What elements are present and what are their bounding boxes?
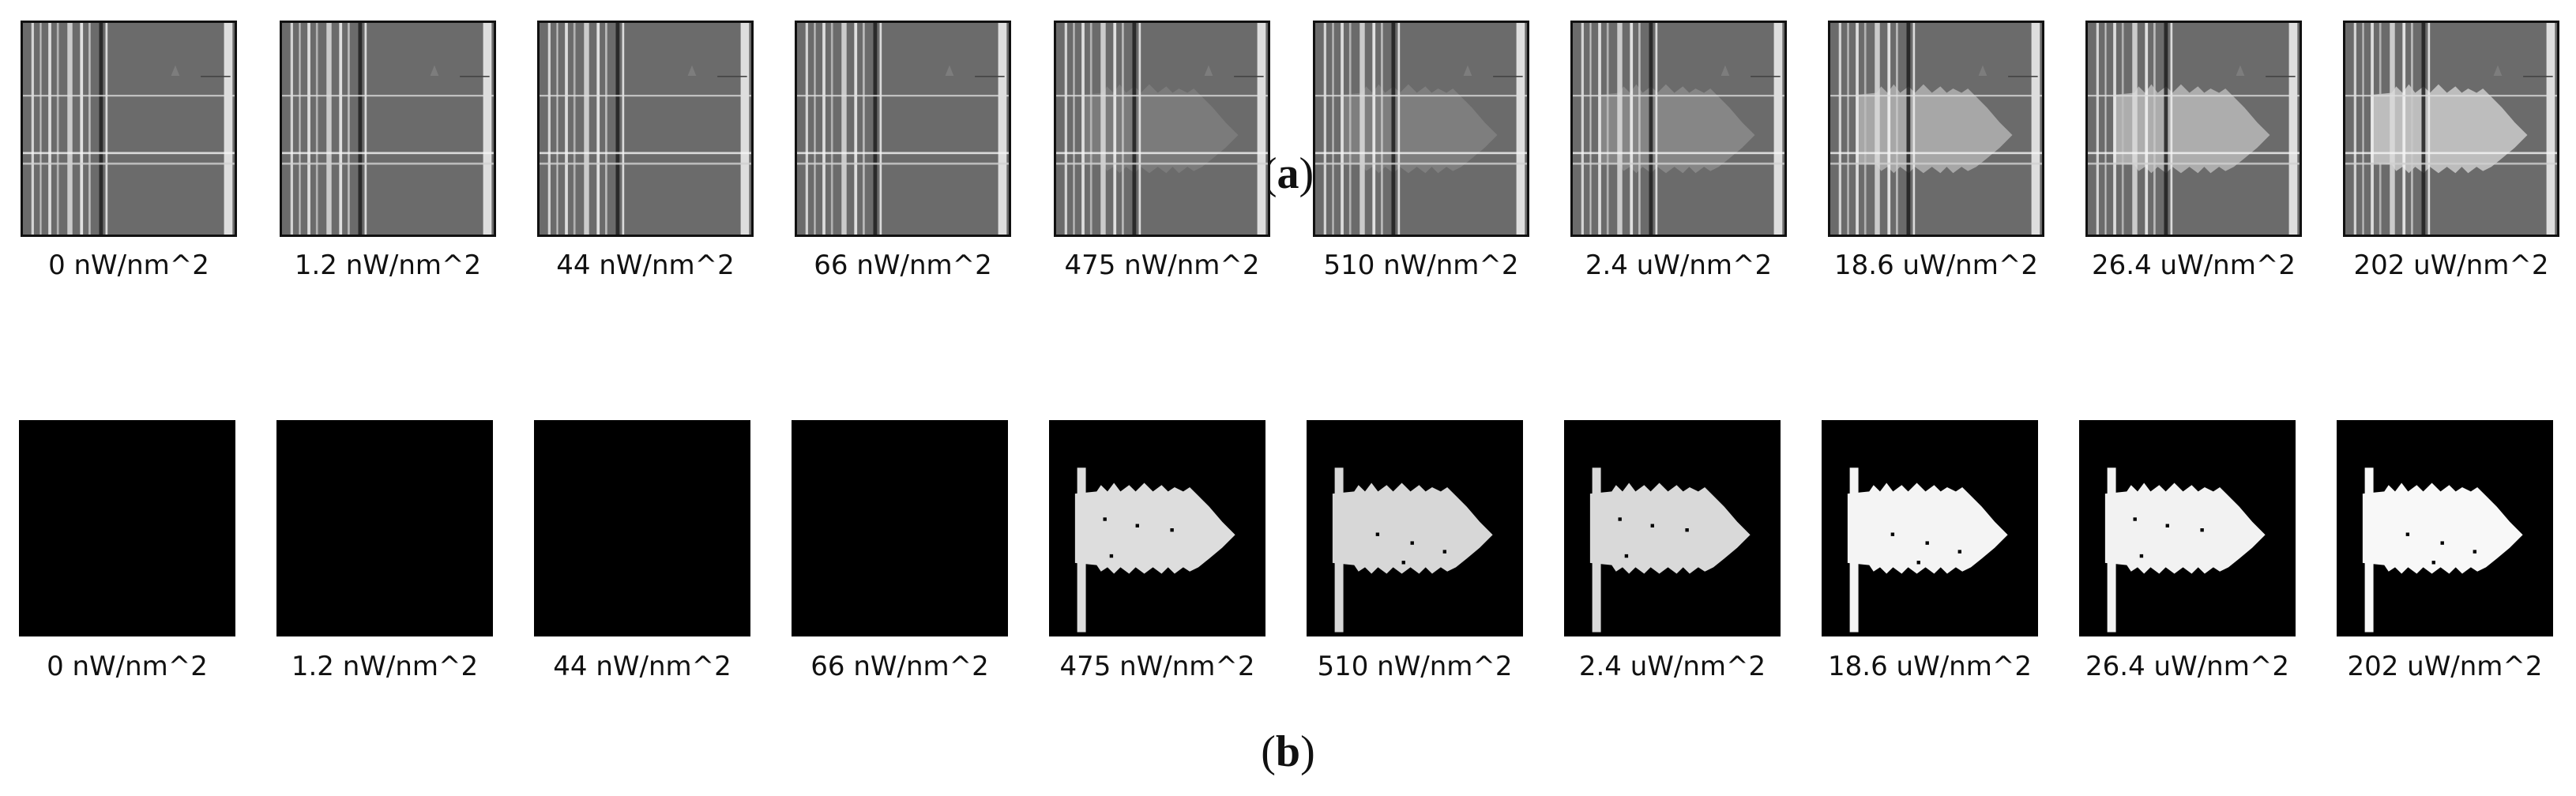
mask-frame-label: 2.4 uW/nm^2 [1578,651,1766,682]
mask-frame-label: 66 nW/nm^2 [810,651,989,682]
caption-a-letter: a [1277,149,1299,198]
raw-frame-graphic [1573,23,1784,235]
mask-frame-image [2337,420,2553,636]
mask-frame-graphic [2079,420,2296,636]
mask-frame-graphic [792,420,1008,636]
raw-frame-image [1570,21,1787,237]
mask-frame-graphic [534,420,750,636]
mask-frame-graphic [1049,420,1265,636]
mask-frame-label: 475 nW/nm^2 [1059,651,1255,682]
raw-frame-label: 0 nW/nm^2 [48,250,209,281]
mask-frame-image [2079,420,2296,636]
raw-frame-image [1828,21,2044,237]
mask-frame-image [1822,420,2038,636]
raw-frame-label: 26.4 uW/nm^2 [2092,250,2296,281]
mask-frame-graphic [276,420,493,636]
raw-frame-image [1054,21,1270,237]
raw-frame-label: 475 nW/nm^2 [1064,250,1260,281]
raw-frame-graphic [797,23,1009,235]
raw-frame-graphic [2088,23,2300,235]
raw-frame-image [795,21,1011,237]
caption-b: (b) [1261,727,1315,776]
raw-frame-label: 510 nW/nm^2 [1323,250,1519,281]
raw-frame-label: 202 uW/nm^2 [2353,250,2549,281]
raw-frame-graphic [1056,23,1268,235]
mask-frame-label: 44 nW/nm^2 [553,651,731,682]
mask-frame-label: 18.6 uW/nm^2 [1828,651,2032,682]
mask-frame-image [1564,420,1781,636]
mask-frame-image [792,420,1008,636]
mask-frame-graphic [19,420,235,636]
raw-frame-graphic [282,23,494,235]
mask-frame-label: 510 nW/nm^2 [1317,651,1513,682]
raw-frame-label: 66 nW/nm^2 [814,250,992,281]
caption-b-letter: b [1275,727,1301,776]
mask-frame-label: 1.2 nW/nm^2 [291,651,479,682]
mask-frame-image [276,420,493,636]
mask-frame-graphic [1307,420,1523,636]
raw-frame-label: 1.2 nW/nm^2 [294,250,482,281]
raw-frame-image [21,21,237,237]
raw-frame-image [1313,21,1529,237]
raw-frame-label: 2.4 uW/nm^2 [1585,250,1773,281]
raw-frame-graphic [540,23,751,235]
raw-frame-graphic [1830,23,2042,235]
mask-frame-label: 202 uW/nm^2 [2347,651,2543,682]
raw-frame-label: 18.6 uW/nm^2 [1834,250,2038,281]
mask-frame-graphic [2337,420,2553,636]
mask-frame-image [1307,420,1523,636]
raw-frame-image [280,21,496,237]
raw-frame-image [2085,21,2302,237]
raw-frame-graphic [23,23,235,235]
mask-frame-graphic [1564,420,1781,636]
raw-frame-graphic [1315,23,1527,235]
mask-frame-image [1049,420,1265,636]
mask-frame-graphic [1822,420,2038,636]
mask-frame-label: 0 nW/nm^2 [47,651,208,682]
raw-frame-graphic [2345,23,2557,235]
mask-frame-label: 26.4 uW/nm^2 [2085,651,2289,682]
mask-frame-image [534,420,750,636]
raw-frame-label: 44 nW/nm^2 [556,250,735,281]
raw-frame-image [537,21,754,237]
raw-frame-image [2343,21,2559,237]
mask-frame-image [19,420,235,636]
